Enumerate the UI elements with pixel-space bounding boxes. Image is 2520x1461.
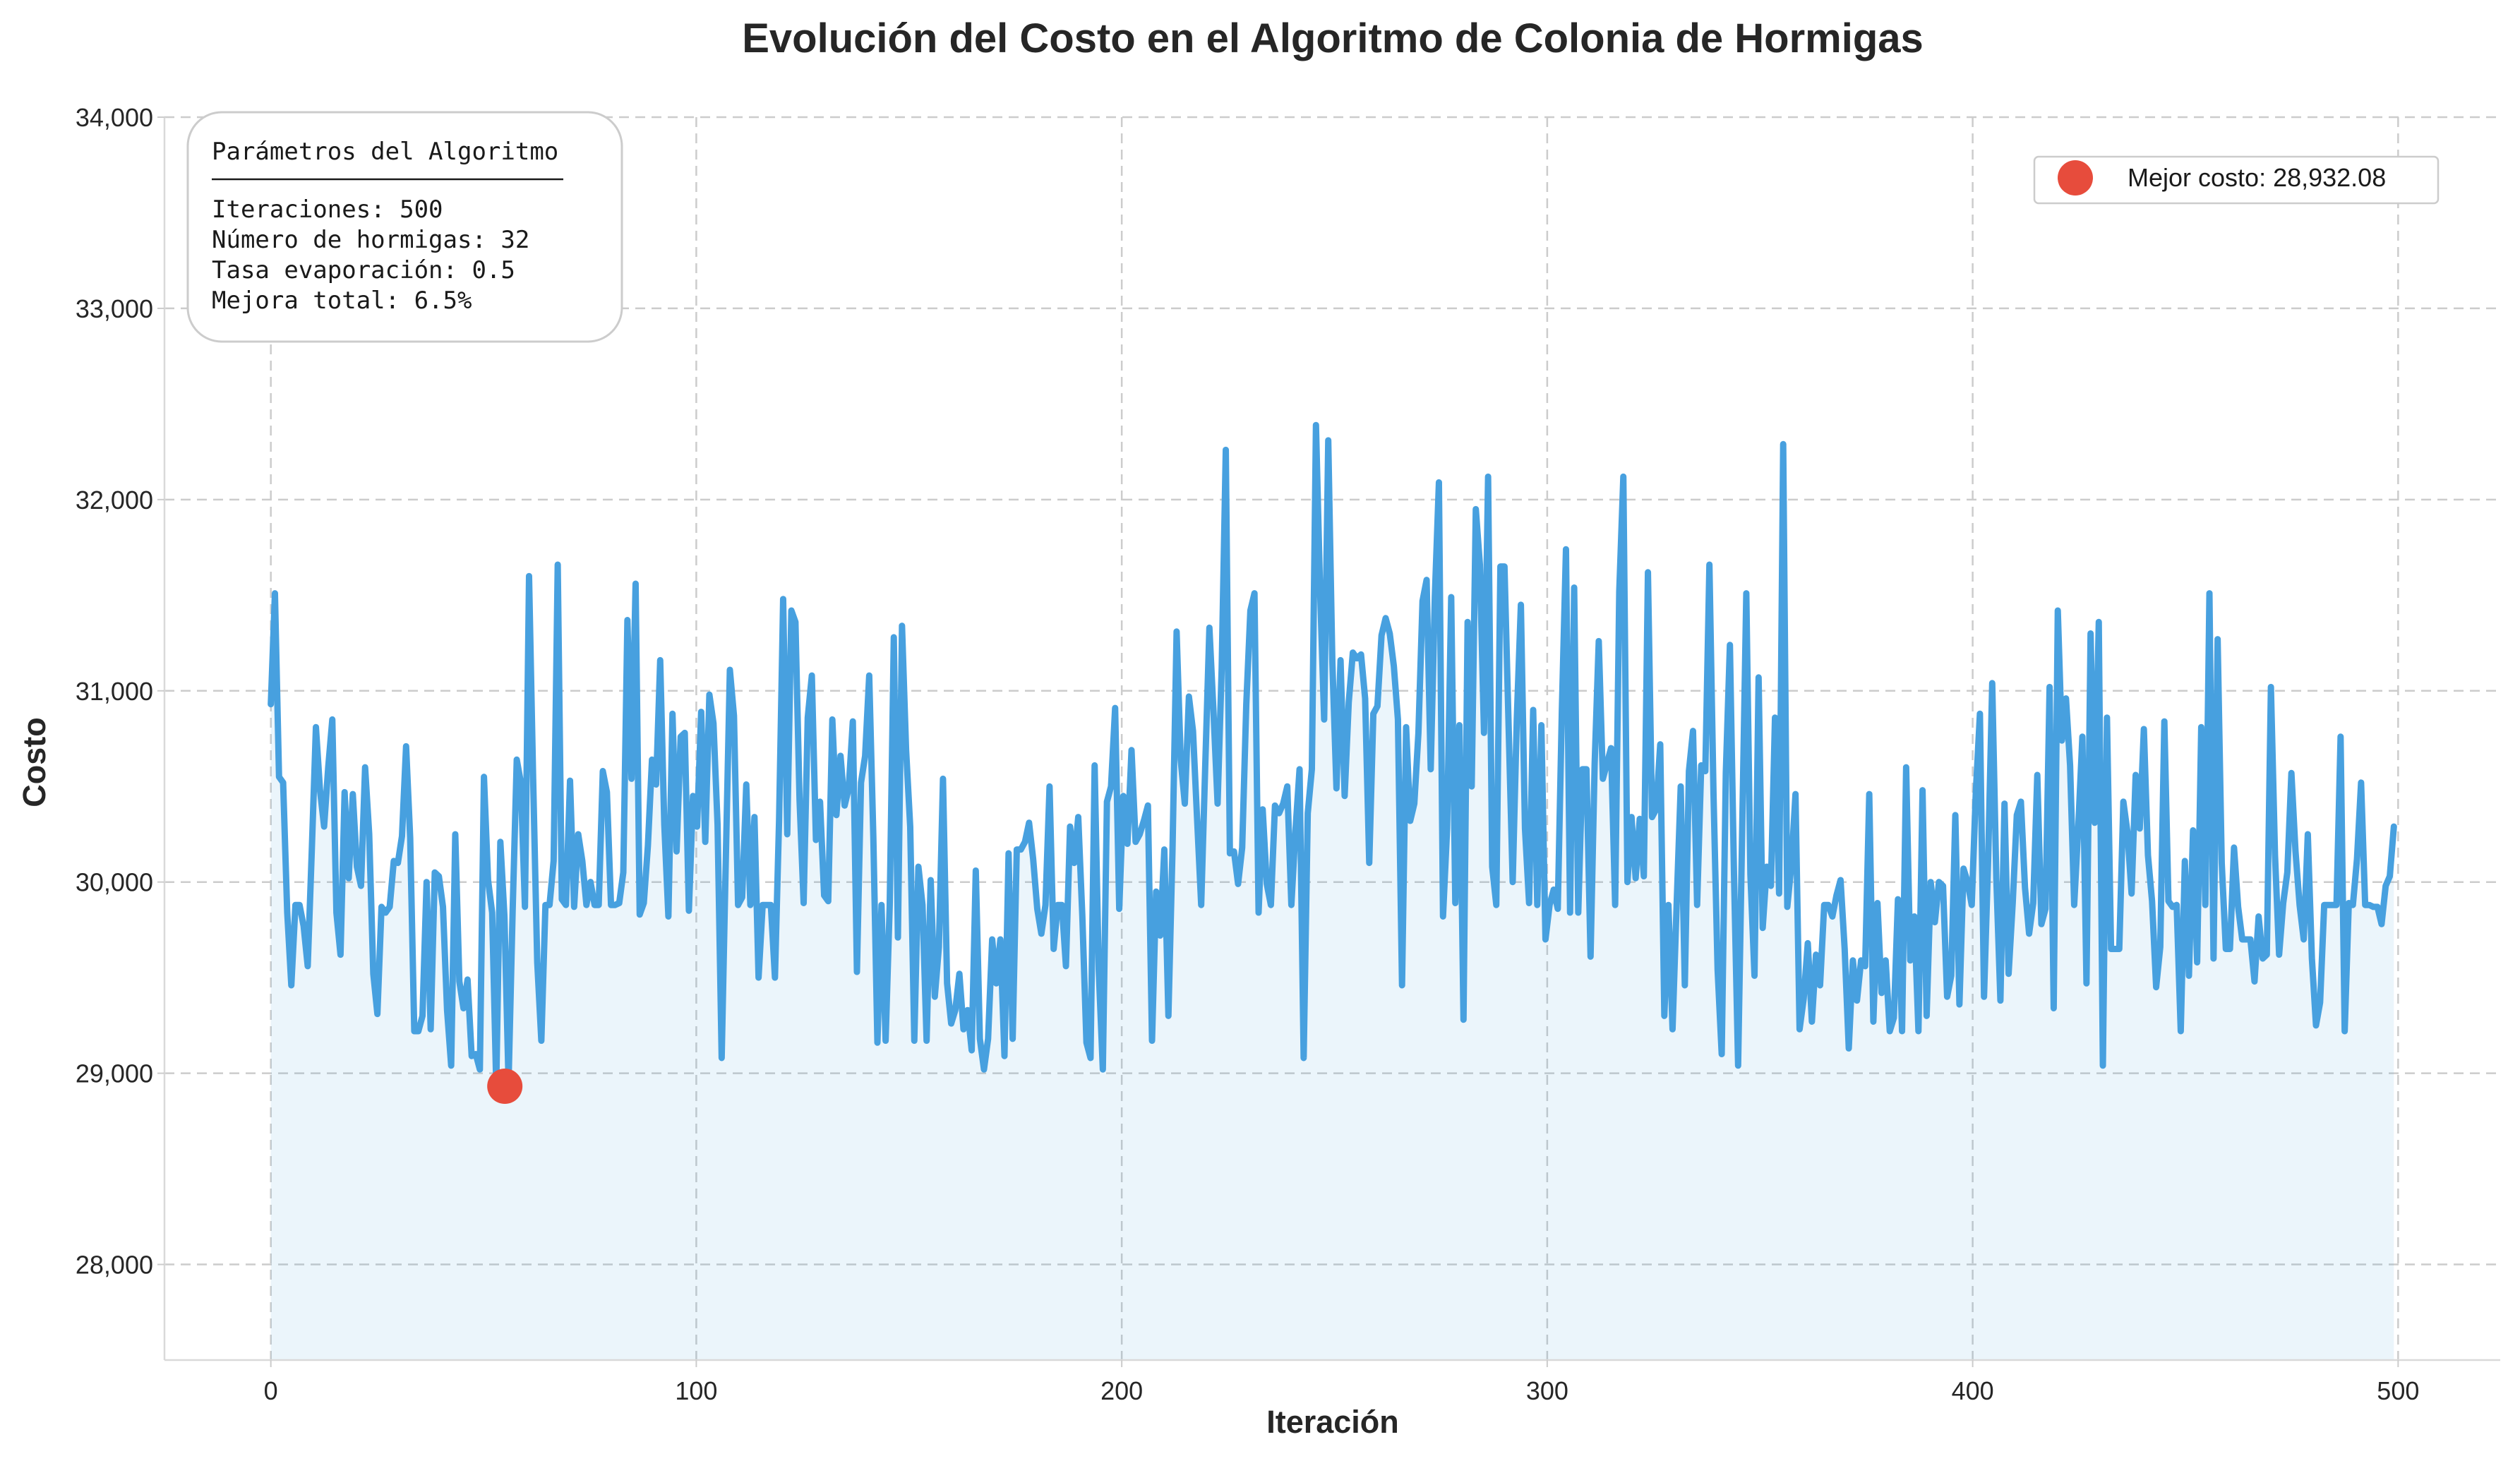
parameter-ant-count: Número de hormigas: 32: [212, 226, 529, 254]
legend-frame: [2033, 155, 2440, 205]
cost-area: [270, 425, 2394, 1361]
x-axis-ticks: 0 100 200 300 400 500: [264, 1360, 2419, 1405]
y-tick-label: 28,000: [76, 1251, 153, 1280]
y-tick-label: 32,000: [76, 486, 153, 515]
area-fill: [270, 425, 2394, 1361]
y-tick-label: 33,000: [76, 294, 153, 323]
legend-marker: [2058, 160, 2093, 196]
parameter-total-improvement: Mejora total: 6.5%: [212, 287, 472, 315]
y-axis-ticks: 28,000 29,000 30,000 31,000 32,000 33,000 34,0…: [76, 103, 164, 1280]
y-tick-label: 30,000: [76, 868, 153, 897]
chart-title: Evolución del Costo en el Algoritmo de C…: [742, 16, 1924, 61]
best-cost-marker-layer: [487, 1069, 523, 1105]
parameters-box: Parámetros del Algoritmo Iteraciones: 50…: [186, 111, 623, 343]
x-tick-label: 400: [1952, 1376, 1994, 1405]
parameter-evaporation-rate: Tasa evaporación: 0.5: [212, 256, 515, 284]
y-axis-label: Costo: [16, 717, 52, 807]
x-tick-label: 300: [1526, 1376, 1568, 1405]
parameter-iterations: Iteraciones: 500: [212, 196, 443, 224]
y-tick-label: 31,000: [76, 677, 153, 706]
x-tick-label: 500: [2377, 1376, 2419, 1405]
x-tick-label: 100: [675, 1376, 717, 1405]
x-axis-label: Iteración: [1266, 1404, 1399, 1440]
parameters-frame: [186, 111, 623, 343]
best-cost-point: [487, 1069, 523, 1105]
cost-series: [268, 421, 2397, 1090]
parameters-heading: Parámetros del Algoritmo: [212, 138, 558, 166]
legend-best-label: Mejor costo: 28,932.08: [2128, 163, 2386, 192]
legend: Mejor costo: 28,932.08: [2033, 155, 2440, 205]
x-tick-label: 200: [1100, 1376, 1143, 1405]
y-tick-label: 29,000: [76, 1059, 153, 1088]
y-tick-label: 34,000: [76, 103, 153, 132]
grid-lines: [164, 116, 2500, 1360]
cost-line: [268, 421, 2397, 1090]
x-tick-label: 0: [264, 1376, 278, 1405]
